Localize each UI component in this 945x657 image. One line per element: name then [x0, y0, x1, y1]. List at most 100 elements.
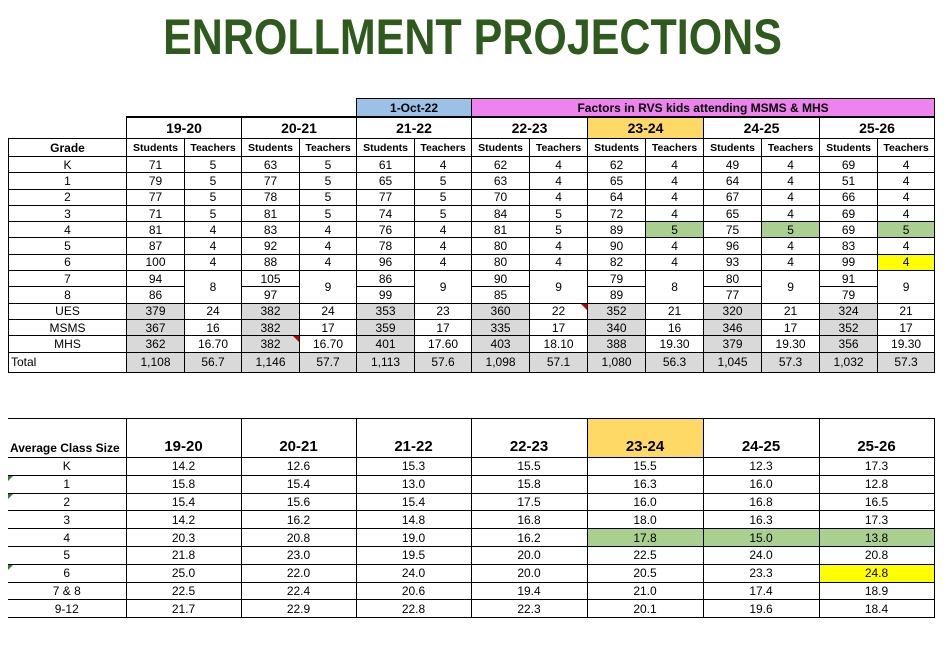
- cell: 19.30: [877, 335, 936, 353]
- cell: 96: [356, 253, 416, 272]
- cell: 367: [126, 318, 185, 337]
- grade-label: 4: [8, 221, 127, 239]
- cell: 4: [529, 172, 589, 190]
- cell: 21: [761, 302, 821, 320]
- cell: 22: [529, 302, 589, 320]
- cell: 89: [587, 221, 647, 239]
- cell: 15.3: [355, 457, 472, 476]
- cell: 4: [645, 204, 705, 223]
- cell: 15.5: [470, 457, 588, 476]
- table-row: 4 81 4 83 4 76 4 81 5 89 5 75 5 69 5: [8, 221, 936, 239]
- year-header: 20-21: [240, 418, 357, 458]
- cell: 4: [761, 155, 821, 174]
- cell: 4: [529, 188, 589, 206]
- cell: 4: [529, 155, 589, 174]
- cell: 93: [703, 253, 763, 272]
- cell: 20.0: [470, 564, 588, 583]
- cell: 83: [241, 221, 300, 239]
- cell: 20.8: [240, 528, 357, 547]
- cell: 4: [645, 253, 705, 272]
- total-label: Total: [8, 351, 127, 373]
- cell: 24.8: [818, 564, 935, 583]
- cell: 15.4: [125, 493, 242, 512]
- cell: 352: [819, 318, 879, 337]
- table-row: 3 14.2 16.2 14.8 16.8 18.0 16.3 17.3: [8, 510, 935, 530]
- cell: 21: [877, 302, 936, 320]
- cell: 78: [356, 237, 416, 255]
- cell: 4: [761, 253, 821, 272]
- cell: 17.60: [414, 335, 473, 353]
- cell: 23.0: [240, 546, 357, 565]
- cell: 8: [645, 270, 705, 304]
- cell: 17: [414, 318, 473, 337]
- cell: 24.0: [702, 546, 820, 565]
- cell: 56.3: [645, 351, 705, 373]
- table-row: MSMS 367 16 382 17 359 17 335 17 340 16 346 17 352 17: [8, 318, 936, 337]
- cell: 8: [184, 270, 242, 304]
- factors-banner: Factors in RVS kids attending MSMS & MHS: [471, 98, 936, 118]
- cell: 56.7: [184, 351, 242, 373]
- cell: 77: [241, 172, 300, 190]
- cell: 403: [471, 335, 531, 353]
- cell: 57.6: [414, 351, 473, 373]
- cell: 4: [645, 172, 705, 190]
- cell: 4: [298, 237, 358, 255]
- cell: 79: [819, 286, 879, 304]
- cell: 64: [587, 188, 647, 206]
- cell: 9: [761, 270, 821, 304]
- cell: 324: [819, 302, 879, 320]
- cell: 5: [529, 204, 589, 223]
- cell: 4: [645, 155, 705, 174]
- cell: 79: [126, 172, 185, 190]
- table-row: 7 & 8 22.5 22.4 20.6 19.4 21.0 17.4 18.9: [8, 582, 935, 601]
- table-row: 1 79 5 77 5 65 5 63 4 65 4 64 4 51 4: [8, 172, 936, 190]
- cell: 62: [471, 155, 531, 174]
- cell: 18.9: [818, 582, 935, 601]
- table-row: 2 77 5 78 5 77 5 70 4 64 4 67 4 66 4: [8, 188, 936, 206]
- cell: 57.3: [761, 351, 821, 373]
- cell: 20.5: [586, 564, 704, 583]
- cell: 4: [761, 237, 821, 255]
- year-header: 19-20: [125, 418, 242, 458]
- cell: 5: [877, 221, 936, 239]
- cell: 69: [819, 221, 879, 239]
- cell: 5: [298, 172, 358, 190]
- cell: 4: [877, 237, 936, 255]
- grade-label: 3: [8, 510, 127, 530]
- cell: 64: [703, 172, 763, 190]
- comment-marker-icon: [8, 493, 13, 499]
- cell: 18.4: [818, 599, 935, 619]
- year-header: 22-23: [470, 418, 588, 458]
- cell: 90: [587, 237, 647, 255]
- cell: 99: [356, 286, 416, 304]
- cell: 23.3: [702, 564, 820, 583]
- cell: 16.3: [702, 510, 820, 530]
- cell: 66: [819, 188, 879, 206]
- cell: 14.8: [355, 510, 472, 530]
- teachers-header: Teachers: [645, 138, 705, 157]
- grade-label: 5: [8, 237, 127, 255]
- cell: 99: [819, 253, 879, 272]
- cell: 19.5: [355, 546, 472, 565]
- cell: 82: [587, 253, 647, 272]
- cell: 72: [587, 204, 647, 223]
- cell: 22.4: [240, 582, 357, 601]
- cell: 379: [703, 335, 763, 353]
- cell: 4: [761, 188, 821, 206]
- cell: 80: [471, 237, 531, 255]
- cell: 18.0: [586, 510, 704, 530]
- cell: 12.3: [702, 457, 820, 476]
- cell: 21: [645, 302, 705, 320]
- cell: 88: [241, 253, 300, 272]
- cell: 24.0: [355, 564, 472, 583]
- year-header: 21-22: [355, 418, 472, 458]
- grade-label: K: [8, 457, 127, 476]
- table-row: 2 15.4 15.6 15.4 17.5 16.0 16.8 16.5: [8, 493, 935, 512]
- year-header: 19-20: [126, 116, 242, 139]
- grade-label: 5: [8, 546, 127, 565]
- year-header: 25-26: [818, 418, 935, 458]
- cell: 4: [877, 253, 936, 272]
- cell: 16: [184, 318, 242, 337]
- cell: 16.70: [298, 335, 358, 353]
- cell: 69: [819, 155, 879, 174]
